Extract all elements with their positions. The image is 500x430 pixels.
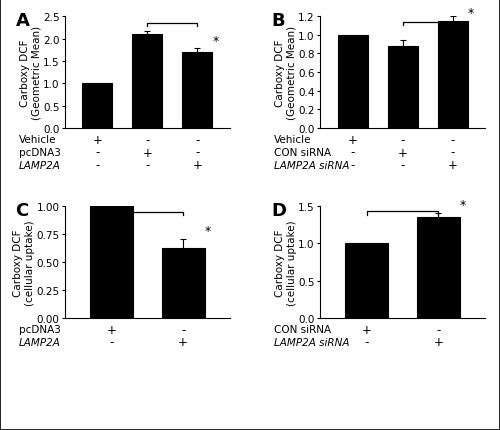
Bar — [182, 53, 212, 129]
Bar — [132, 35, 162, 129]
Text: +: + — [398, 146, 407, 159]
Text: -: - — [350, 159, 355, 172]
Y-axis label: Carboxy DCF
(cellular uptake): Carboxy DCF (cellular uptake) — [14, 220, 35, 305]
Bar — [438, 22, 468, 129]
Text: CON siRNA: CON siRNA — [274, 324, 332, 335]
Bar — [162, 248, 204, 318]
Text: LAMP2A: LAMP2A — [19, 337, 61, 347]
Text: +: + — [434, 336, 444, 349]
Text: A: A — [16, 12, 30, 30]
Text: -: - — [450, 133, 454, 146]
Text: LAMP2A siRNA: LAMP2A siRNA — [274, 337, 349, 347]
Text: -: - — [145, 133, 150, 146]
Y-axis label: Carboxy DCF
(cellular uptake): Carboxy DCF (cellular uptake) — [275, 220, 296, 305]
Text: +: + — [192, 159, 202, 172]
Text: +: + — [142, 146, 152, 159]
Text: +: + — [92, 133, 102, 146]
Text: pcDNA3: pcDNA3 — [19, 324, 61, 335]
Text: *: * — [204, 225, 211, 238]
Text: -: - — [400, 159, 405, 172]
Text: +: + — [448, 159, 458, 172]
Text: -: - — [145, 159, 150, 172]
Text: D: D — [271, 201, 286, 219]
Text: -: - — [400, 133, 405, 146]
Text: +: + — [106, 323, 117, 336]
Text: *: * — [212, 34, 218, 48]
Bar — [388, 47, 418, 129]
Text: *: * — [460, 199, 466, 212]
Text: -: - — [364, 336, 369, 349]
Text: *: * — [468, 7, 474, 20]
Text: -: - — [450, 146, 454, 159]
Text: +: + — [348, 133, 358, 146]
Text: Vehicle: Vehicle — [19, 135, 57, 145]
Text: -: - — [195, 133, 200, 146]
Text: B: B — [271, 12, 284, 30]
Text: +: + — [362, 323, 372, 336]
Bar — [346, 244, 389, 318]
Bar — [338, 36, 368, 129]
Text: +: + — [178, 336, 188, 349]
Y-axis label: Carboxy DCF
(Geometric Mean): Carboxy DCF (Geometric Mean) — [275, 26, 296, 120]
Text: C: C — [16, 201, 29, 219]
Text: -: - — [436, 323, 440, 336]
Text: -: - — [195, 146, 200, 159]
Text: Vehicle: Vehicle — [274, 135, 312, 145]
Text: -: - — [181, 323, 186, 336]
Text: CON siRNA: CON siRNA — [274, 147, 332, 158]
Bar — [82, 84, 112, 129]
Text: pcDNA3: pcDNA3 — [19, 147, 61, 158]
Text: -: - — [350, 146, 355, 159]
Bar — [417, 218, 460, 318]
Bar — [90, 207, 133, 318]
Text: LAMP2A: LAMP2A — [19, 160, 61, 170]
Y-axis label: Carboxy DCF
(Geometric Mean): Carboxy DCF (Geometric Mean) — [20, 26, 42, 120]
Text: -: - — [110, 336, 114, 349]
Text: -: - — [96, 146, 100, 159]
Text: LAMP2A siRNA: LAMP2A siRNA — [274, 160, 349, 170]
Text: -: - — [96, 159, 100, 172]
